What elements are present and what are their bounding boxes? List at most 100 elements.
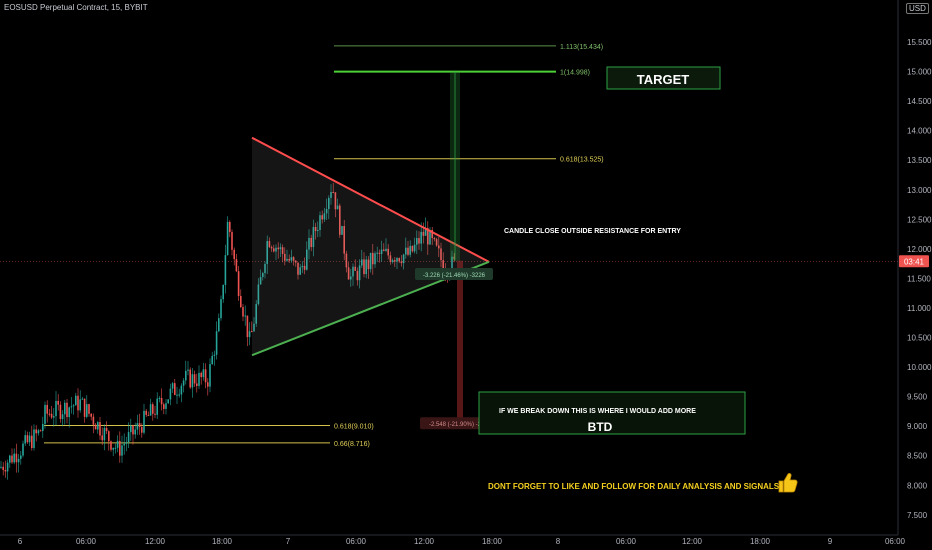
candle-body [72, 405, 75, 407]
candle-body [108, 431, 110, 442]
candle-body [290, 257, 293, 261]
candle-body [394, 260, 396, 262]
y-tick-label: 15.500 [907, 38, 932, 47]
candle-body [319, 215, 321, 231]
candle-body [213, 354, 216, 356]
candle-body [22, 443, 24, 456]
candle-body [453, 256, 455, 260]
y-tick-label: 15.000 [907, 68, 932, 77]
candle-body [429, 229, 431, 245]
candle-body [33, 429, 35, 449]
candle-body [308, 237, 310, 250]
candle-body [174, 383, 176, 395]
candle-body [325, 209, 328, 214]
candle-body [387, 248, 389, 256]
candle-body [42, 423, 44, 431]
candle-body [66, 402, 68, 418]
y-tick-label: 14.500 [907, 97, 932, 106]
x-tick-label: 9 [828, 537, 833, 546]
candle-body [90, 413, 92, 417]
candle-body [273, 248, 275, 252]
candle-body [435, 239, 438, 246]
candle-body [75, 395, 77, 406]
candle-body [369, 252, 372, 270]
candle-body [405, 247, 407, 255]
x-tick-label: 12:00 [414, 537, 435, 546]
candle-body [378, 252, 381, 254]
measure-label-bg [415, 268, 493, 280]
candle-body [105, 427, 108, 432]
candle-body [163, 404, 165, 409]
candle-body [244, 315, 246, 317]
candle-body [288, 258, 290, 261]
candle-body [136, 423, 139, 430]
candle-body [416, 238, 418, 245]
x-tick-label: 7 [286, 537, 291, 546]
candle-body [233, 249, 235, 260]
candle-body [242, 307, 244, 317]
candle-body [211, 355, 213, 364]
candle-body [185, 370, 187, 381]
candle-body [99, 422, 101, 436]
currency-badge[interactable]: USD [906, 3, 929, 14]
candle-body [385, 248, 387, 251]
candle-body [424, 227, 427, 236]
chart-title: EOSUSD Perpetual Contract, 15, BYBIT [4, 3, 148, 12]
candle-body [284, 253, 286, 261]
candle-body [240, 296, 242, 308]
candle-body [334, 192, 337, 210]
candle-body [352, 266, 354, 277]
candle-body [297, 262, 299, 275]
candle-body [13, 453, 15, 463]
candle-body [442, 260, 444, 272]
candle-body [218, 318, 220, 332]
candle-body [330, 191, 332, 198]
candle-body [339, 205, 341, 235]
candle-body [77, 395, 79, 411]
y-tick-label: 11.000 [907, 304, 931, 313]
candle-body [253, 323, 255, 332]
candle-body [220, 299, 222, 319]
candle-body [295, 260, 297, 263]
y-tick-label: 12.500 [907, 215, 932, 224]
candle-body [411, 245, 414, 252]
candle-body [312, 226, 315, 248]
candle-body [121, 445, 123, 456]
measure-label: -3.226 (-21.46%) -3226 [423, 273, 486, 279]
y-tick-label: 12.000 [907, 245, 932, 254]
candle-body [182, 380, 185, 386]
candle-body [264, 263, 266, 274]
candle-body [15, 453, 18, 463]
candle-body [226, 221, 229, 256]
candle-body [427, 227, 429, 245]
x-tick-label: 6 [18, 537, 23, 546]
candle-body [2, 466, 4, 470]
x-tick-label: 8 [556, 537, 561, 546]
x-tick-label: 18:00 [212, 537, 233, 546]
candle-body [152, 404, 154, 414]
candle-body [310, 237, 312, 248]
candle-body [314, 226, 317, 232]
candle-body [97, 422, 99, 430]
x-tick-label: 06:00 [885, 537, 906, 546]
candle-body [383, 249, 385, 251]
footer-note: DONT FORGET TO LIKE AND FOLLOW FOR DAILY… [488, 482, 780, 491]
candle-body [165, 403, 167, 409]
triangle-fill [252, 137, 489, 356]
candle-body [262, 273, 264, 278]
fib-level-label: 1(14.998) [560, 70, 590, 77]
candle-body [198, 372, 200, 386]
candle-body [70, 406, 73, 408]
candle-body [306, 249, 308, 270]
candle-body [196, 383, 198, 386]
candle-body [156, 398, 158, 415]
candle-body [24, 435, 26, 444]
candle-body [178, 394, 180, 396]
candle-body [200, 372, 202, 378]
candle-body [20, 455, 22, 459]
candle-body [180, 385, 183, 395]
candle-body [420, 231, 422, 244]
candle-body [303, 265, 306, 270]
candle-body [17, 458, 20, 463]
